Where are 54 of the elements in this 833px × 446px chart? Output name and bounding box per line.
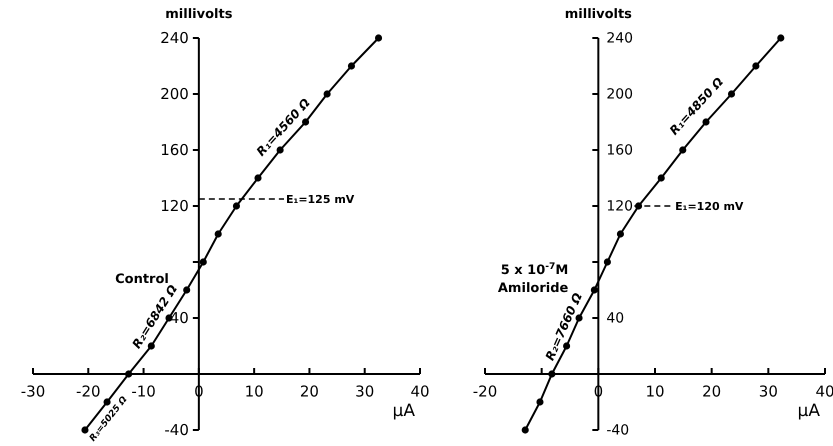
point	[374, 34, 382, 42]
ref-line-label: E₁=125 mV	[286, 193, 355, 206]
y-axis-title: millivolts	[165, 7, 233, 22]
point	[348, 62, 356, 70]
point	[536, 398, 544, 406]
x-tick-label: 30	[758, 382, 778, 401]
x-tick-label: 20	[702, 382, 722, 401]
point	[183, 286, 190, 294]
point	[302, 118, 310, 126]
y-tick-label: 40	[606, 310, 624, 326]
x-tick-label: -20	[472, 382, 498, 401]
point	[214, 230, 222, 238]
x-tick-label: 20	[300, 382, 319, 401]
ref-line-label: E₁=120 mV	[675, 200, 744, 213]
point	[200, 258, 207, 266]
x-tick-label: 40	[410, 382, 430, 401]
point	[576, 314, 583, 322]
x-tick-label: -20	[76, 382, 101, 401]
y-axis-title: millivolts	[564, 7, 632, 22]
point	[604, 258, 611, 266]
point	[635, 202, 642, 210]
y-tick-label: 200	[606, 86, 634, 102]
x-axis-title: μA	[392, 401, 416, 421]
y-tick-label: 160	[606, 142, 634, 158]
y-tick-label: 240	[606, 30, 634, 46]
y-tick-label: 120	[606, 198, 634, 214]
x-axis-title: μA	[798, 401, 820, 421]
point	[752, 62, 760, 70]
point	[590, 286, 598, 294]
y-tick-label: 160	[160, 140, 189, 159]
y-tick-label: 240	[160, 28, 189, 47]
point	[125, 370, 132, 378]
y-tick-label: -40	[606, 422, 630, 438]
x-tick-label: 30	[355, 382, 374, 401]
point	[679, 146, 686, 154]
y-tick-label: -40	[164, 420, 189, 439]
point	[522, 426, 529, 434]
annotation: Control	[115, 272, 169, 287]
point	[324, 90, 331, 98]
point	[232, 202, 240, 210]
x-tick-label: -30	[20, 382, 46, 401]
point	[81, 426, 89, 434]
point	[728, 90, 736, 98]
point	[616, 230, 624, 238]
y-tick-label: 200	[160, 84, 189, 103]
x-tick-label: -10	[131, 382, 156, 401]
x-tick-label: 10	[645, 382, 665, 401]
point	[777, 34, 784, 42]
y-tick-label: 120	[160, 196, 189, 215]
point	[254, 174, 262, 182]
point	[548, 370, 556, 378]
point	[658, 174, 665, 182]
x-tick-label: 10	[244, 382, 264, 401]
annotation: 5 x 10$^{-7}$M Amiloride	[498, 262, 569, 296]
